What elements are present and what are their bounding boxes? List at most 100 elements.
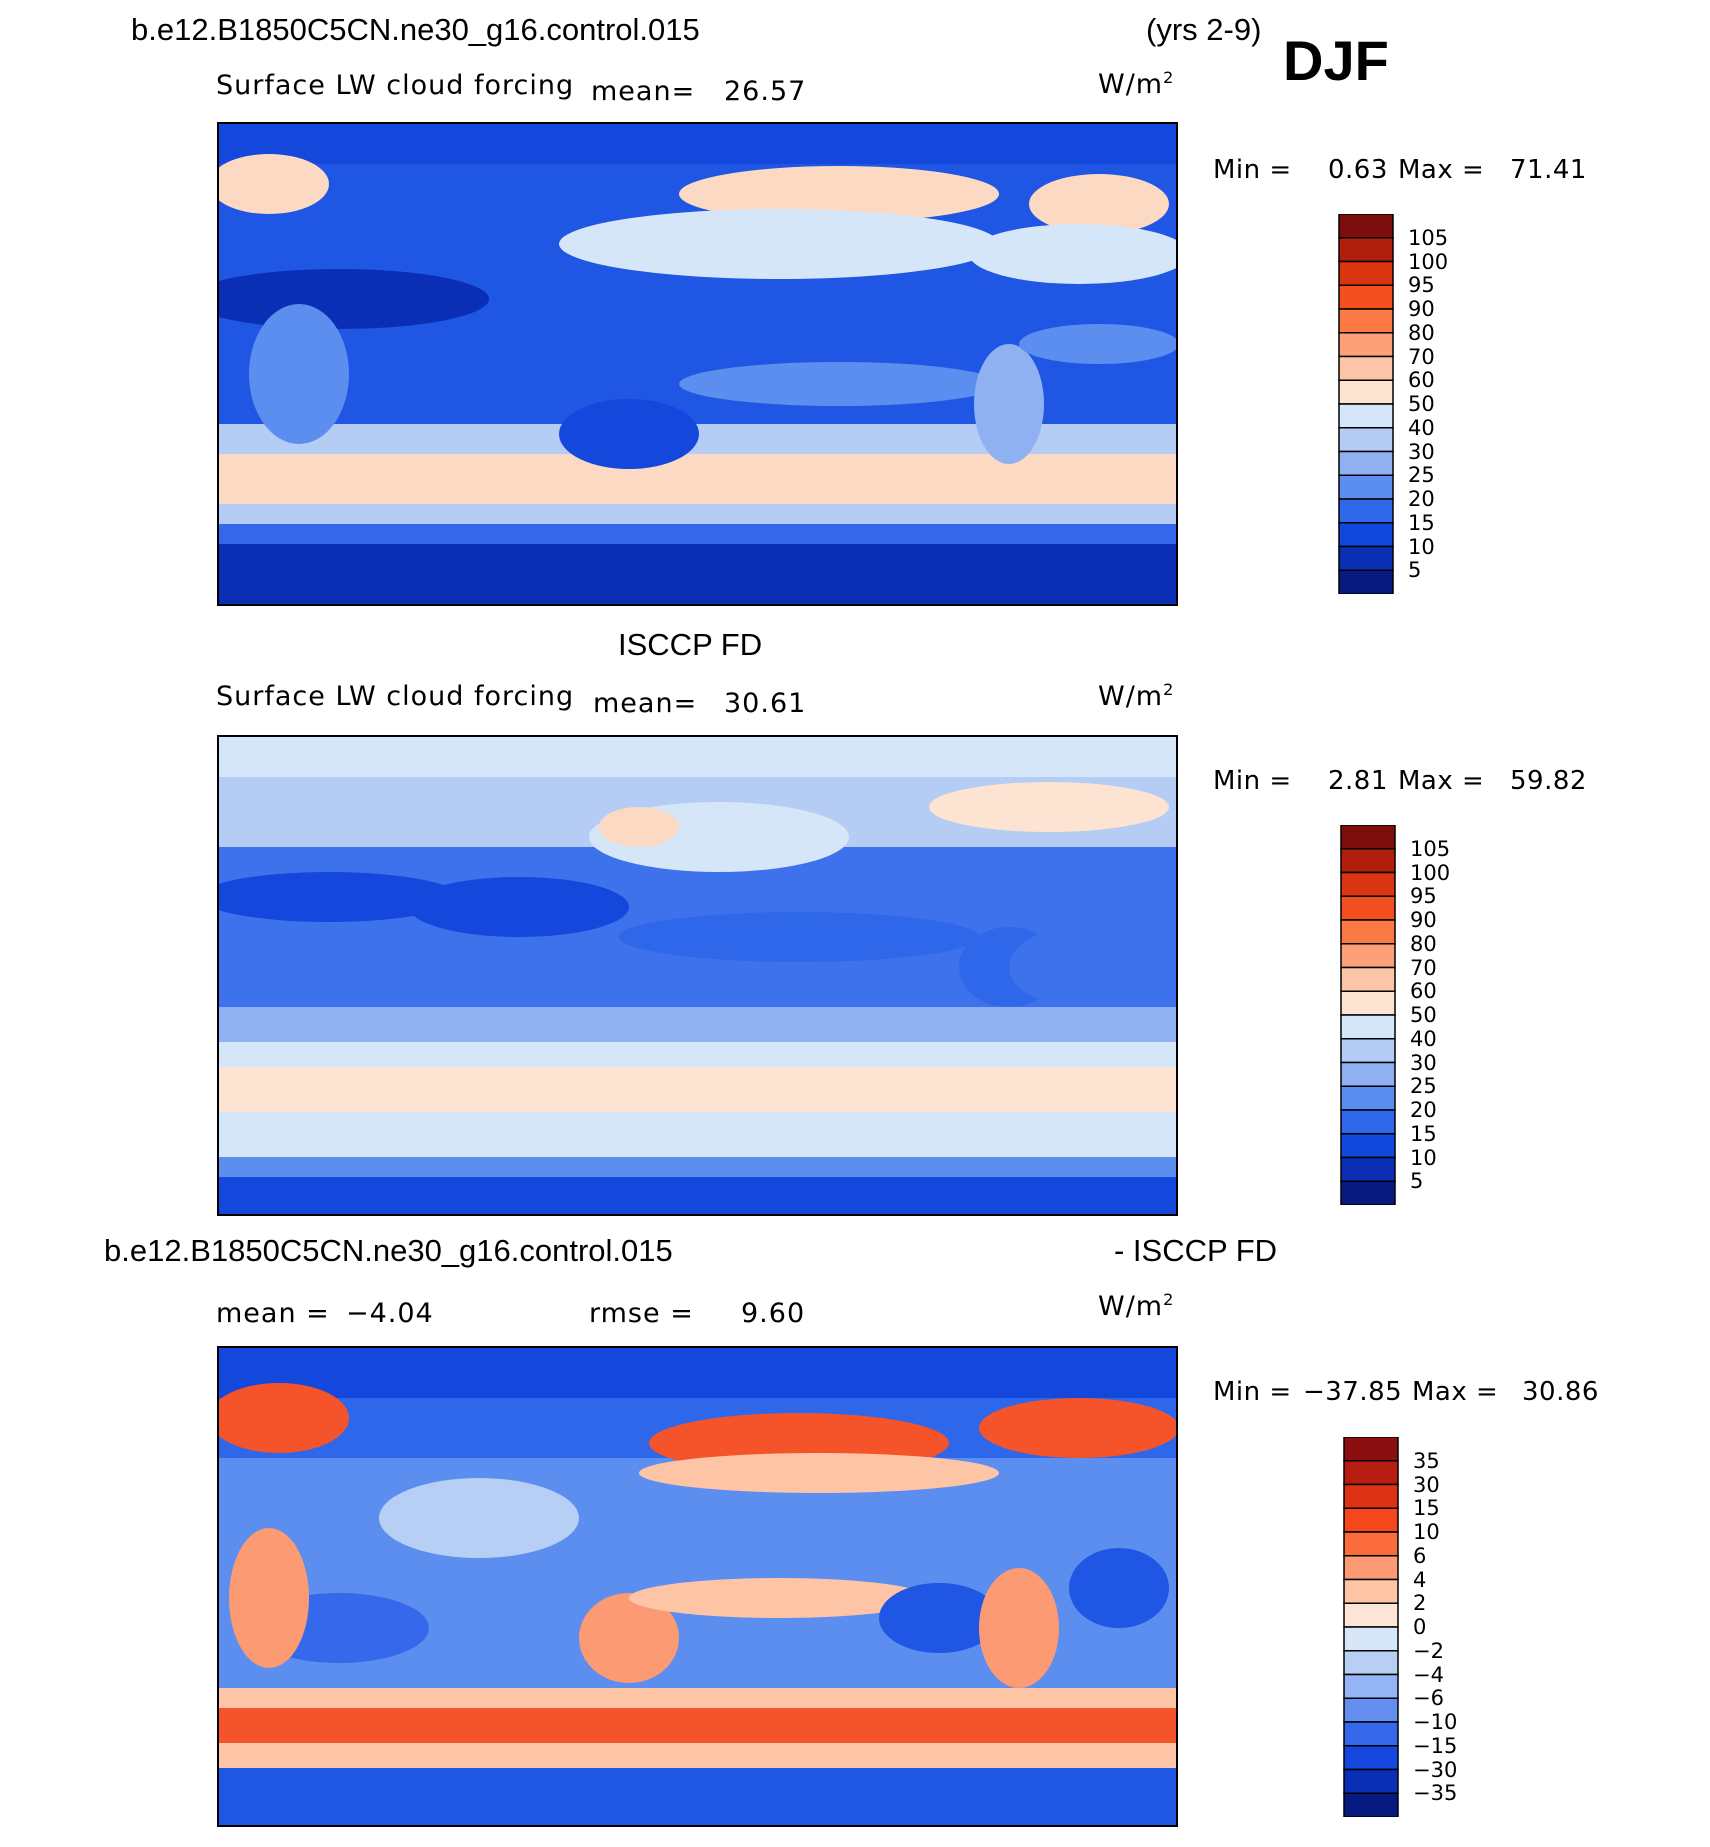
years-label: (yrs 2-9) (1146, 12, 1262, 47)
colorbar-tick-label: 20 (1408, 487, 1435, 511)
colorbar-swatch (1338, 474, 1394, 500)
panel2-colorbar (1340, 824, 1396, 1206)
colorbar-swatch (1343, 1483, 1399, 1509)
colorbar-tick-label: 40 (1408, 415, 1435, 440)
panel3-map (217, 1346, 1178, 1827)
colorbar-tick-label: 30 (1410, 1050, 1437, 1075)
panel3-units-text: W/m (1098, 1291, 1164, 1322)
colorbar-swatch (1340, 871, 1396, 897)
panel3-units-sup: 2 (1163, 1290, 1175, 1309)
colorbar-tick-label: 15 (1413, 1496, 1440, 1521)
colorbar-swatch (1343, 1697, 1399, 1723)
panel2-units: W/m2 (1098, 680, 1174, 712)
panel2-units-sup: 2 (1163, 680, 1175, 699)
colorbar-swatch (1343, 1626, 1399, 1652)
colorbar-swatch (1340, 966, 1396, 992)
panel1-units-text: W/m (1098, 69, 1164, 100)
panel1-map (217, 122, 1178, 606)
colorbar-tick-label: 40 (1410, 1026, 1437, 1051)
colorbar-tick-label: 30 (1413, 1472, 1440, 1497)
colorbar-tick-label: −4 (1413, 1662, 1444, 1687)
colorbar-swatch (1343, 1792, 1399, 1818)
colorbar-swatch (1338, 213, 1394, 239)
colorbar-tick-label: 95 (1410, 884, 1437, 909)
panel3-rmse-value: 9.60 (741, 1298, 806, 1329)
colorbar-tick-label: 15 (1410, 1121, 1437, 1146)
panel1-units: W/m2 (1098, 68, 1174, 100)
colorbar-swatch (1340, 919, 1396, 945)
colorbar-tick-label: 10 (1413, 1520, 1440, 1544)
colorbar-tick-label: 90 (1408, 297, 1435, 321)
colorbar-swatch (1343, 1507, 1399, 1533)
colorbar-swatch (1338, 545, 1394, 571)
colorbar-swatch (1338, 260, 1394, 286)
colorbar-tick-label: 105 (1408, 225, 1449, 250)
colorbar-tick-label: 10 (1408, 534, 1435, 559)
panel3-mean-value: −4.04 (346, 1298, 434, 1329)
colorbar-swatch (1340, 1061, 1396, 1087)
colorbar-swatch (1340, 1038, 1396, 1064)
panel2-min-label: Min = (1213, 766, 1292, 796)
panel2-variable: Surface LW cloud forcing (216, 681, 575, 712)
colorbar-tick-label: 50 (1408, 392, 1435, 416)
colorbar-swatch (1338, 450, 1394, 476)
colorbar-swatch (1338, 284, 1394, 310)
panel2-units-text: W/m (1098, 681, 1164, 712)
colorbar-swatch (1338, 403, 1394, 429)
panel2-colorbar-swatches (1340, 824, 1396, 1206)
panel1-mean-value: 26.57 (724, 76, 807, 107)
colorbar-swatch (1340, 848, 1396, 874)
colorbar-swatch (1340, 824, 1396, 850)
colorbar-swatch (1340, 1156, 1396, 1182)
colorbar-tick-label: 0 (1413, 1615, 1427, 1639)
colorbar-swatch (1343, 1531, 1399, 1557)
panel2-mean-value: 30.61 (724, 688, 807, 719)
colorbar-swatch (1343, 1768, 1399, 1794)
colorbar-tick-label: 5 (1410, 1169, 1424, 1194)
colorbar-swatch (1338, 379, 1394, 405)
colorbar-tick-label: 6 (1413, 1543, 1427, 1568)
panel1-mean-label: mean= (591, 76, 696, 107)
colorbar-tick-label: 30 (1408, 439, 1435, 464)
colorbar-swatch (1340, 1180, 1396, 1206)
colorbar-tick-label: 15 (1408, 510, 1435, 535)
panel1-variable: Surface LW cloud forcing (216, 70, 575, 101)
colorbar-tick-label: 70 (1410, 955, 1437, 980)
colorbar-tick-label: 95 (1408, 273, 1435, 298)
panel2-mean-label: mean= (593, 688, 698, 719)
panel3-rmse-label: rmse = (589, 1298, 694, 1329)
colorbar-tick-label: 4 (1413, 1567, 1427, 1592)
panel1-units-sup: 2 (1163, 68, 1175, 87)
colorbar-tick-label: 80 (1410, 931, 1437, 956)
panel3-units: W/m2 (1098, 1290, 1174, 1322)
colorbar-tick-label: 60 (1408, 368, 1435, 393)
panel2-map (217, 735, 1178, 1216)
colorbar-swatch (1340, 1014, 1396, 1040)
panel3-colorbar-swatches (1343, 1436, 1399, 1818)
colorbar-tick-label: 50 (1410, 1003, 1437, 1027)
colorbar-swatch (1338, 427, 1394, 453)
colorbar-swatch (1343, 1650, 1399, 1676)
panel2-map-field (219, 737, 1176, 1214)
case-title: b.e12.B1850C5CN.ne30_g16.control.015 (131, 12, 700, 47)
colorbar-swatch (1343, 1460, 1399, 1486)
panel2-max-value: 59.82 (1510, 766, 1587, 796)
panel3-min-value: −37.85 (1303, 1377, 1403, 1407)
colorbar-swatch (1338, 498, 1394, 524)
colorbar-swatch (1343, 1745, 1399, 1771)
panel3-mean-label: mean = (216, 1298, 330, 1329)
colorbar-tick-label: 25 (1410, 1074, 1437, 1099)
colorbar-swatch (1343, 1436, 1399, 1462)
colorbar-tick-label: 20 (1410, 1098, 1437, 1122)
colorbar-swatch (1340, 1133, 1396, 1159)
panel3-title-right: - ISCCP FD (1114, 1233, 1278, 1268)
colorbar-swatch (1338, 522, 1394, 548)
colorbar-swatch (1340, 990, 1396, 1016)
panel3-map-field (219, 1348, 1176, 1825)
colorbar-swatch (1343, 1673, 1399, 1699)
colorbar-swatch (1343, 1721, 1399, 1747)
panel2-title: ISCCP FD (618, 627, 763, 662)
colorbar-swatch (1338, 332, 1394, 358)
panel3-colorbar (1343, 1436, 1399, 1818)
colorbar-swatch (1338, 355, 1394, 381)
